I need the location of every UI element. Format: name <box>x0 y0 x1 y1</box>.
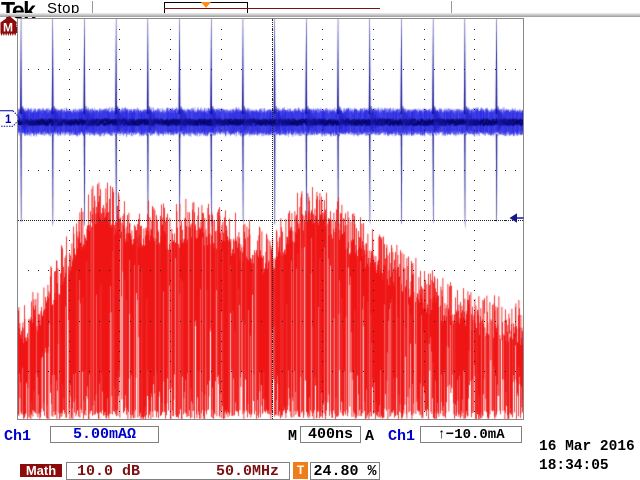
svg-text:1: 1 <box>5 114 12 126</box>
svg-text:M: M <box>3 21 13 35</box>
